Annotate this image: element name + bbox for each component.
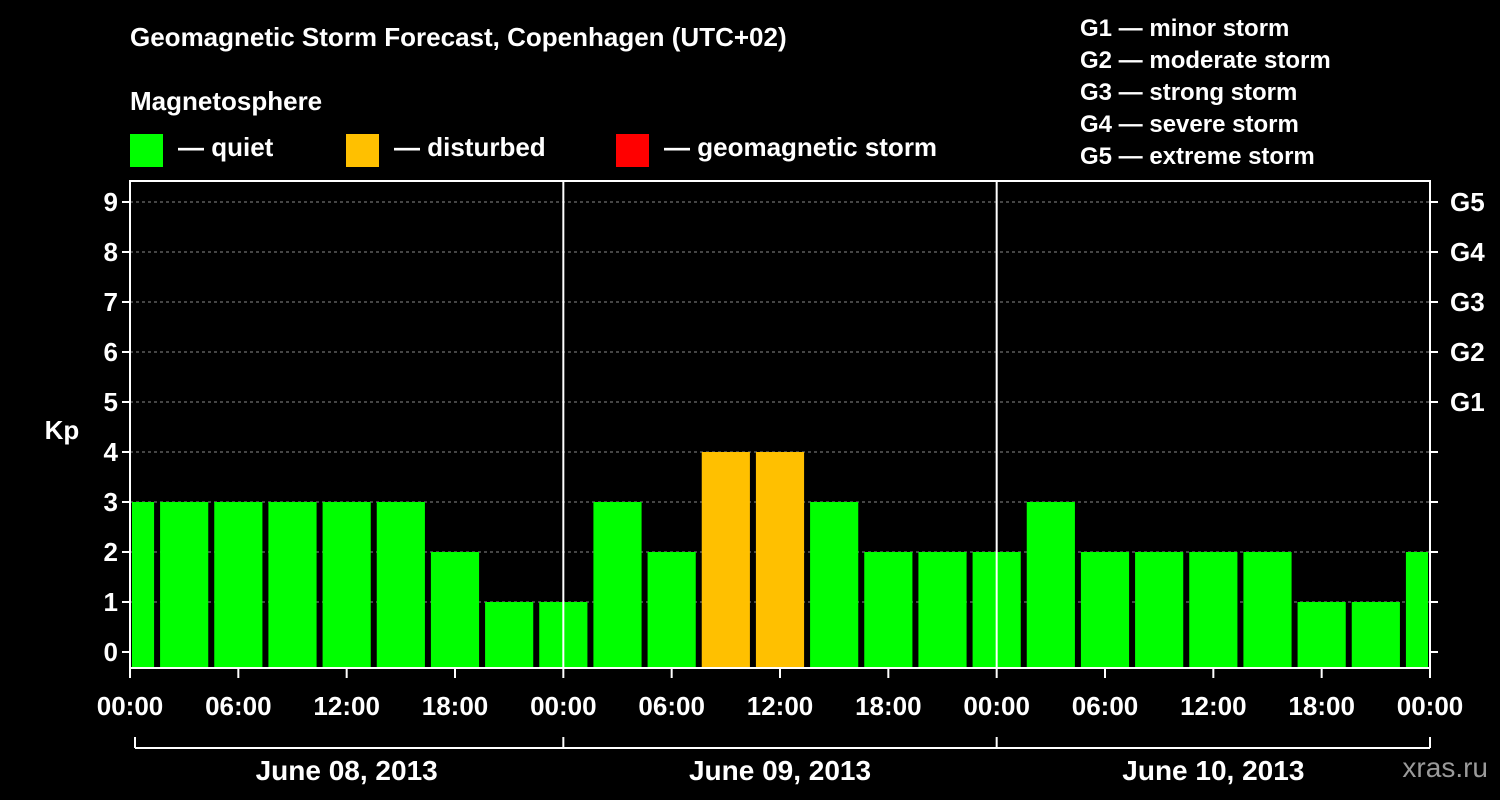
y-tick-label: 5	[104, 387, 118, 417]
y-tick-label: 3	[104, 487, 118, 517]
kp-bar	[1351, 602, 1400, 668]
kp-bar	[755, 452, 805, 668]
chart-title: Geomagnetic Storm Forecast, Copenhagen (…	[130, 22, 787, 52]
kp-bar	[376, 502, 425, 668]
x-tick-label: 12:00	[1180, 691, 1247, 721]
right-tick-label: G2	[1450, 337, 1485, 367]
day-label: June 08, 2013	[256, 755, 438, 786]
right-tick-label: G5	[1450, 187, 1485, 217]
kp-bar	[593, 502, 642, 668]
y-tick-label: 2	[104, 537, 118, 567]
kp-bar	[214, 502, 263, 668]
kp-bar	[1297, 602, 1346, 668]
y-tick-label: 9	[104, 187, 118, 217]
kp-bar	[268, 502, 317, 668]
legend-label-storm: — geomagnetic storm	[664, 132, 938, 162]
x-tick-label: 00:00	[963, 691, 1030, 721]
y-tick-label: 0	[104, 637, 118, 667]
y-tick-label: 1	[104, 587, 118, 617]
x-tick-label: 06:00	[638, 691, 705, 721]
kp-bar	[701, 452, 750, 668]
x-tick-label: 00:00	[97, 691, 164, 721]
x-tick-label: 18:00	[855, 691, 922, 721]
legend-label-disturbed: — disturbed	[394, 132, 546, 162]
kp-bar	[132, 502, 155, 668]
x-tick-label: 12:00	[313, 691, 380, 721]
legend-swatch-storm	[616, 134, 649, 167]
y-tick-label: 8	[104, 237, 118, 267]
kp-bar	[810, 502, 859, 668]
x-tick-label: 06:00	[1072, 691, 1139, 721]
kp-bar	[322, 502, 371, 668]
y-tick-label: 6	[104, 337, 118, 367]
y-tick-label: 7	[104, 287, 118, 317]
x-tick-label: 06:00	[205, 691, 272, 721]
gscale-g5: G5 — extreme storm	[1080, 143, 1315, 170]
legend-swatch-disturbed	[346, 134, 379, 167]
kp-bar	[430, 552, 480, 668]
kp-bar	[1026, 502, 1075, 668]
gscale-g4: G4 — severe storm	[1080, 111, 1299, 138]
y-tick-label: 4	[104, 437, 119, 467]
kp-bar	[1135, 552, 1184, 668]
gscale-g2: G2 — moderate storm	[1080, 47, 1331, 74]
legend-title: Magnetosphere	[130, 86, 323, 116]
legend-swatch-quiet	[130, 134, 163, 167]
kp-bar	[485, 602, 534, 668]
kp-bar	[1405, 552, 1428, 668]
x-tick-label: 00:00	[530, 691, 597, 721]
x-tick-label: 18:00	[422, 691, 489, 721]
x-tick-label: 12:00	[747, 691, 814, 721]
right-tick-label: G3	[1450, 287, 1485, 317]
watermark: xras.ru	[1402, 752, 1488, 783]
right-tick-label: G4	[1450, 237, 1485, 267]
day-label: June 09, 2013	[689, 755, 871, 786]
x-tick-label: 00:00	[1397, 691, 1464, 721]
x-tick-label: 18:00	[1288, 691, 1355, 721]
kp-bar	[647, 552, 696, 668]
kp-bar	[1243, 552, 1292, 668]
gscale-g3: G3 — strong storm	[1080, 79, 1298, 106]
y-axis-label: Kp	[45, 415, 80, 445]
day-label: June 10, 2013	[1122, 755, 1304, 786]
kp-bar	[1189, 552, 1238, 668]
right-tick-label: G1	[1450, 387, 1485, 417]
kp-bar	[1080, 552, 1130, 668]
legend-label-quiet: — quiet	[178, 132, 274, 162]
kp-bar	[918, 552, 967, 668]
kp-bar	[160, 502, 209, 668]
kp-bar	[864, 552, 913, 668]
gscale-g1: G1 — minor storm	[1080, 15, 1290, 42]
